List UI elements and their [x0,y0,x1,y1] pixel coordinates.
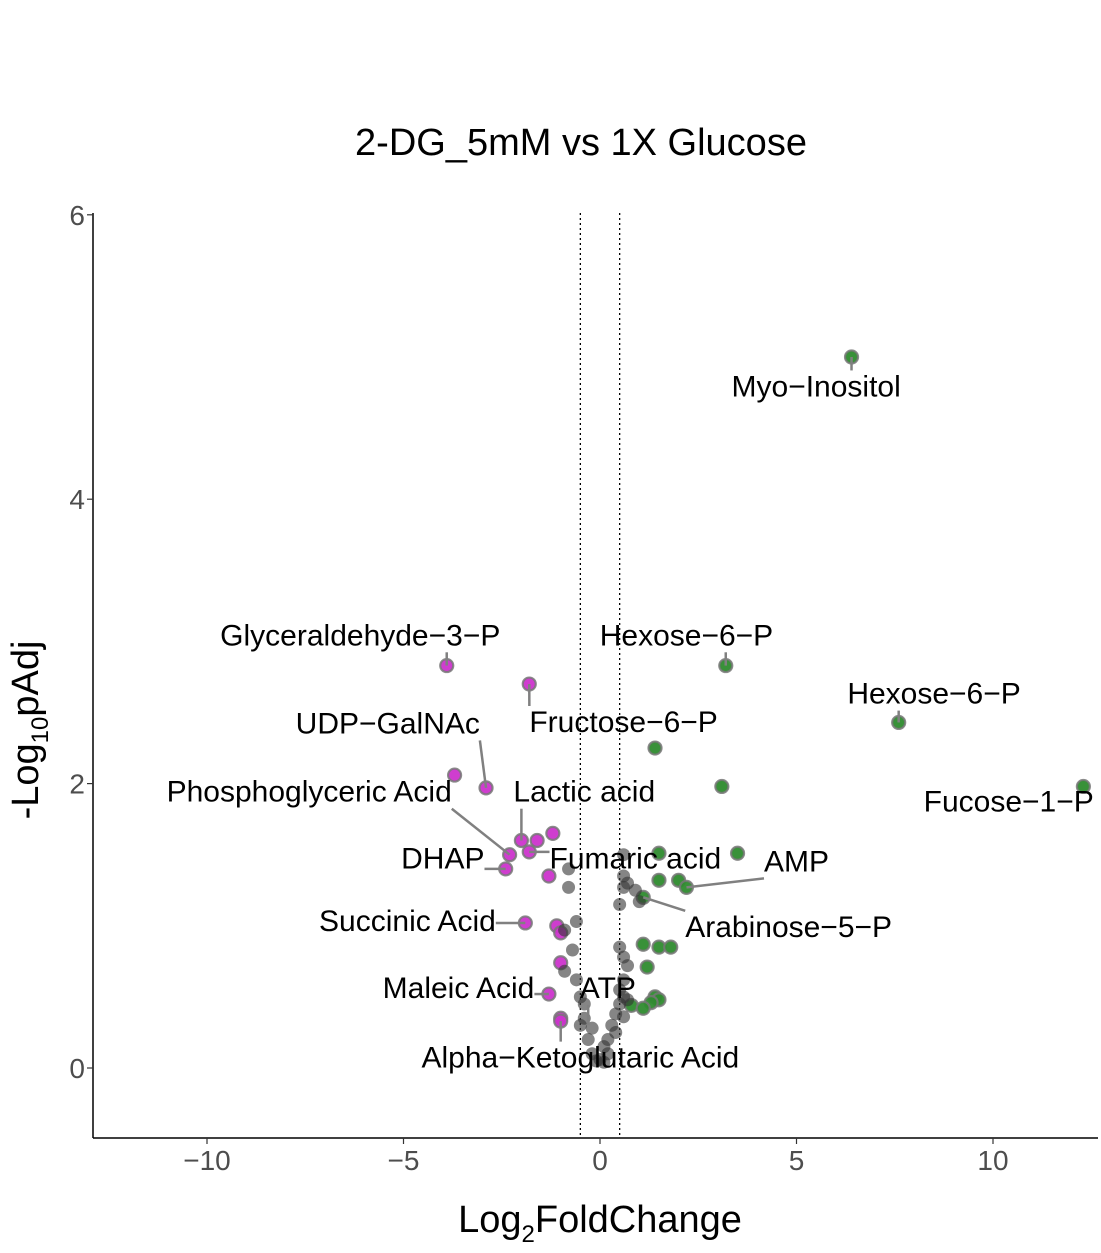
label-leaders [445,357,900,1042]
point-ns [621,959,635,973]
point-label: ATP [580,972,636,1005]
x-axis-title: Log2FoldChange [458,1199,742,1248]
point-ns [613,997,627,1011]
y-tick-label: 4 [69,484,85,515]
y-tick-label: 0 [69,1053,85,1084]
point-ns [562,862,576,876]
point-down [529,832,545,849]
y-axis-title-main: -Log [5,743,47,819]
label-leader [478,740,488,789]
label-leader [686,877,765,889]
point-label: AMP [764,845,829,878]
x-axis-title-main: Log [458,1199,521,1241]
chart-title: 2-DG_5mM vs 1X Glucose [355,122,807,164]
point-label: Fumaric acid [550,843,722,876]
point-label: Lactic acid [513,776,655,809]
point-ns [558,923,572,937]
point-up [714,778,730,795]
y-tick-label: 2 [69,769,85,800]
x-tick-label: −5 [388,1145,420,1176]
point-label: DHAP [401,843,484,876]
point-ns [558,964,572,978]
point-label: Hexose−6−P [847,678,1020,711]
point-label: Fructose−6−P [529,706,717,739]
label-leader [450,807,511,856]
x-tick-label: 0 [592,1145,608,1176]
point-ns [585,1047,599,1061]
point-up [639,959,655,975]
y-tick-label: 6 [69,200,85,231]
x-axis-title-sub: 2 [522,1221,535,1248]
point-label: UDP−GalNAc [296,707,480,740]
y-axis-title-rest: pAdj [5,641,47,717]
point-ns [617,973,631,987]
point-up [1075,778,1091,795]
point-ns [581,1033,595,1047]
point-label: Arabinose−5−P [685,911,892,944]
point-up [635,1000,651,1016]
point-label: Myo−Inositol [732,370,901,403]
axes: −10 −5 0 5 10 0 2 4 6 [69,200,1098,1176]
x-tick-label: 5 [789,1145,805,1176]
point-ns [617,1010,631,1024]
point-ns [573,1018,587,1032]
point-label: Phosphoglyceric Acid [167,776,452,809]
point-label: Alpha−Ketoglutaric Acid [421,1042,739,1075]
point-up [663,939,679,955]
point-ns [565,943,579,957]
point-ns [617,848,631,862]
point-label: Succinic Acid [319,905,496,938]
point-down [446,767,463,783]
point-up [651,845,667,861]
point-down [545,825,561,841]
label-leader [642,896,686,912]
point-ns [628,883,642,897]
point-down [541,868,557,884]
y-axis-title: -Log10pAdj [5,641,54,820]
point-ns [617,880,631,894]
point-label: Glyceraldehyde−3−P [220,619,500,652]
x-tick-label: −10 [183,1145,231,1176]
point-ns [562,880,576,894]
point-up [635,936,651,952]
data-points [439,349,1091,1069]
point-ns [569,973,583,987]
y-axis-title-sub: 10 [27,717,54,744]
point-ns [632,895,646,909]
point-labels: Myo−Inositol Hexose−6−P Hexose−6−P Fucose−1… [167,370,1094,1074]
point-label: Fucose−1−P [924,786,1094,819]
point-ns [613,940,627,954]
point-label: Maleic Acid [383,972,535,1005]
x-axis-title-rest: FoldChange [535,1199,742,1241]
point-label: Hexose−6−P [600,619,773,652]
x-tick-label: 10 [977,1145,1008,1176]
point-ns [597,1055,611,1069]
point-up [647,740,663,756]
point-up [651,872,667,888]
point-ns [569,915,583,929]
point-up [729,845,746,861]
point-ns [613,897,627,911]
